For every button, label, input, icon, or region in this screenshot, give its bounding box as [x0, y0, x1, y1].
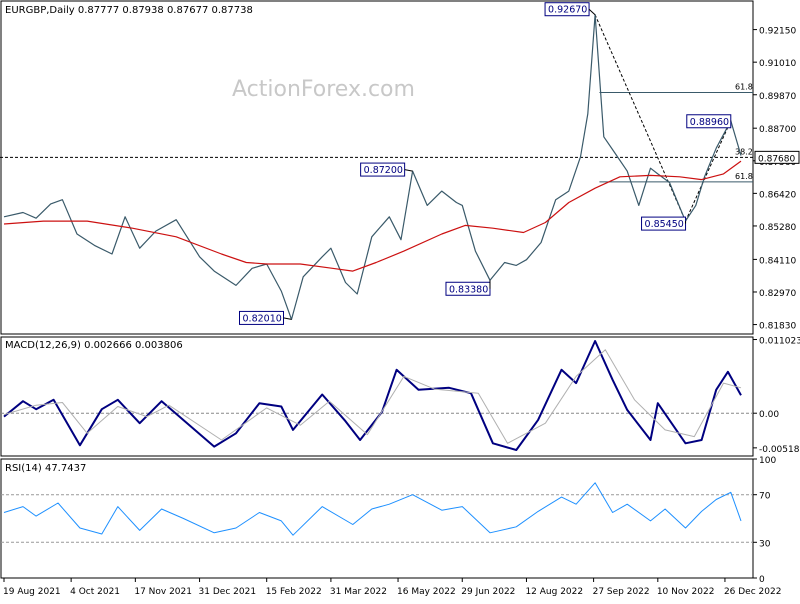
- y-tick-label: 0.84110: [759, 256, 796, 266]
- y-tick-label: 0.89870: [759, 92, 796, 102]
- x-tick-label: 31 Mar 2022: [330, 587, 387, 597]
- y-tick-label: 0.82970: [759, 289, 796, 299]
- y-tick-label: 0.85280: [759, 223, 796, 233]
- fib-level-label: 61.8: [735, 172, 753, 181]
- price-callout-label: 0.82010: [243, 313, 282, 324]
- y-tick-label: 0.91010: [759, 59, 796, 69]
- x-tick-label: 16 May 2022: [397, 587, 456, 597]
- x-tick-label: 15 Feb 2022: [266, 587, 322, 597]
- y-tick-label: -0.005182: [759, 445, 800, 455]
- y-tick-label: 0.92150: [759, 27, 796, 37]
- y-tick-label: 0.88700: [759, 125, 796, 135]
- x-tick-label: 10 Nov 2022: [657, 587, 715, 597]
- x-tick-label: 29 Jun 2022: [461, 587, 515, 597]
- x-tick-label: 17 Nov 2021: [134, 587, 192, 597]
- chart-title: EURGBP,Daily 0.87777 0.87938 0.87677 0.8…: [5, 5, 253, 16]
- price-callout-label: 0.92670: [548, 5, 587, 16]
- x-axis: 19 Aug 2021 4 Oct 2021 17 Nov 2021 31 Dec 2…: [3, 578, 781, 597]
- x-tick-label: 26 Dec 2022: [724, 587, 782, 597]
- fib-level-label: 61.8: [735, 82, 753, 91]
- price-callout-label: 0.88960: [690, 117, 729, 128]
- price-callout-label: 0.85450: [645, 219, 684, 230]
- x-tick-label: 19 Aug 2021: [3, 587, 61, 597]
- x-tick-label: 4 Oct 2021: [70, 587, 120, 597]
- price-callout-label: 0.87200: [364, 165, 403, 176]
- macd-panel-frame: [1, 337, 753, 456]
- y-tick-label: 0.86420: [759, 190, 796, 200]
- rsi-panel-frame: [1, 459, 753, 578]
- x-tick-label: 27 Sep 2022: [593, 587, 650, 597]
- y-tick-label: 0.81830: [759, 322, 796, 332]
- price-callout-label: 0.83380: [449, 284, 488, 295]
- watermark: ActionForex.com: [232, 77, 415, 102]
- x-tick-label: 12 Aug 2022: [525, 587, 583, 597]
- current-price-label: 0.87680: [758, 154, 795, 164]
- rsi-label: RSI(14) 47.7437: [5, 463, 86, 474]
- y-tick-label: 0.011023: [759, 337, 800, 347]
- y-tick-label: 0.00: [759, 410, 779, 420]
- fib-level-label: 38.2: [735, 147, 753, 156]
- y-tick-label: 30: [759, 539, 771, 549]
- y-tick-label: 70: [759, 492, 771, 502]
- y-tick-label: 0: [759, 575, 765, 585]
- y-tick-label: 100: [759, 456, 776, 466]
- macd-label: MACD(12,26,9) 0.002666 0.003806: [5, 340, 183, 351]
- x-tick-label: 31 Dec 2021: [199, 587, 257, 597]
